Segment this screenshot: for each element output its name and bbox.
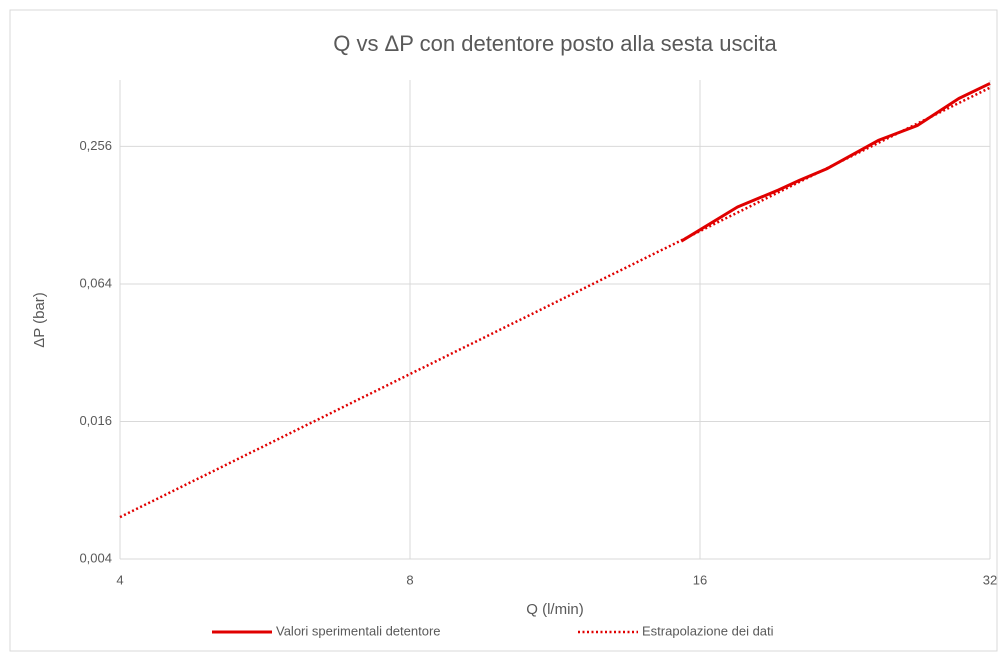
x-tick-label: 16 xyxy=(693,572,707,587)
x-tick-label: 4 xyxy=(116,572,123,587)
x-tick-label: 32 xyxy=(983,572,997,587)
y-axis-title: ΔP (bar) xyxy=(31,292,48,348)
y-tick-label: 0,256 xyxy=(79,138,112,153)
y-tick-label: 0,064 xyxy=(79,275,112,290)
x-tick-label: 8 xyxy=(406,572,413,587)
legend-label: Estrapolazione dei dati xyxy=(642,623,774,638)
y-tick-label: 0,016 xyxy=(79,413,112,428)
chart-border xyxy=(9,9,998,652)
x-axis-title: Q (l/min) xyxy=(526,601,584,618)
y-tick-label: 0,004 xyxy=(79,550,112,565)
chart-title: Q vs ΔP con detentore posto alla sesta u… xyxy=(333,31,777,56)
legend-label: Valori sperimentali detentore xyxy=(276,623,441,638)
